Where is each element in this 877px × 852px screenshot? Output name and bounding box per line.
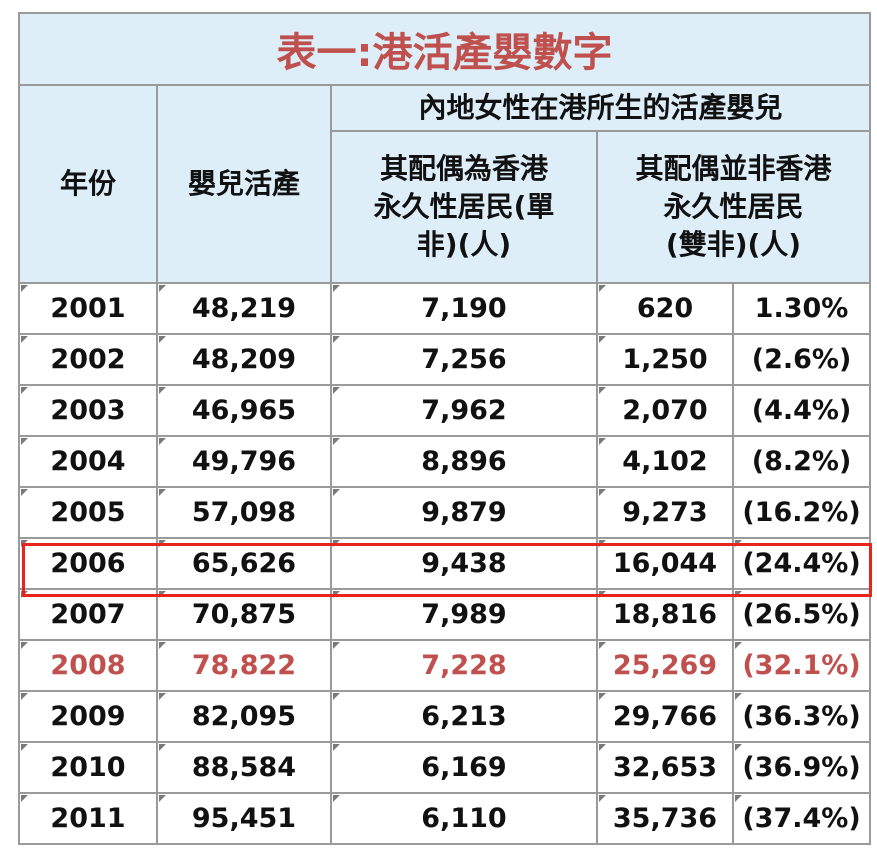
table-row: 2009 82,095 6,213 29,766 (36.3%) xyxy=(18,690,872,743)
births-table-container: 表一:港活產嬰數字 年份 嬰兒活產 內地女性在港所生的活產嬰兒 其配偶為香港 永… xyxy=(17,12,872,847)
header-births: 嬰兒活產 xyxy=(156,84,332,284)
cell-type1: 7,228 xyxy=(330,639,598,692)
cell-year: 2003 xyxy=(18,384,158,437)
header-type1-line3: 非)(人) xyxy=(416,228,512,261)
cell-year: 2011 xyxy=(18,792,158,845)
cell-type1: 6,213 xyxy=(330,690,598,743)
cell-pct: (32.1%) xyxy=(731,639,872,692)
header-mainland-group-label: 內地女性在港所生的活產嬰兒 xyxy=(418,91,783,124)
table-row: 2002 48,209 7,256 1,250 (2.6%) xyxy=(18,333,872,386)
cell-year: 2001 xyxy=(18,282,158,335)
header-year: 年份 xyxy=(18,84,158,284)
cell-pct: (24.4%) xyxy=(731,537,872,590)
cell-type2: 620 xyxy=(596,282,734,335)
cell-births: 49,796 xyxy=(156,435,332,488)
cell-type2: 1,250 xyxy=(596,333,734,386)
cell-year: 2006 xyxy=(18,537,158,590)
table-row: 2006 65,626 9,438 16,044 (24.4%) xyxy=(18,537,872,590)
table-title: 表一:港活產嬰數字 xyxy=(17,12,872,86)
cell-pct: (37.4%) xyxy=(731,792,872,845)
cell-type1: 6,169 xyxy=(330,741,598,794)
table-row: 2004 49,796 8,896 4,102 (8.2%) xyxy=(18,435,872,488)
header-type1-line2: 永久性居民(單 xyxy=(373,190,555,223)
header-type2-line2: 永久性居民 xyxy=(663,190,804,223)
cell-births: 82,095 xyxy=(156,690,332,743)
cell-type2: 25,269 xyxy=(596,639,734,692)
cell-type2: 2,070 xyxy=(596,384,734,437)
cell-pct: (2.6%) xyxy=(731,333,872,386)
cell-births: 57,098 xyxy=(156,486,332,539)
header-type1-line1: 其配偶為香港 xyxy=(379,152,548,185)
cell-pct: (26.5%) xyxy=(731,588,872,641)
header-type2-line1: 其配偶並非香港 xyxy=(635,152,832,185)
cell-births: 65,626 xyxy=(156,537,332,590)
header-mainland-group: 內地女性在港所生的活產嬰兒 xyxy=(329,84,872,132)
header-type2-line3: (雙非)(人) xyxy=(665,228,802,261)
table-row: 2011 95,451 6,110 35,736 (37.4%) xyxy=(18,792,872,845)
cell-year: 2002 xyxy=(18,333,158,386)
table-row: 2003 46,965 7,962 2,070 (4.4%) xyxy=(18,384,872,437)
cell-year: 2008 xyxy=(18,639,158,692)
cell-year: 2005 xyxy=(18,486,158,539)
cell-type2: 32,653 xyxy=(596,741,734,794)
cell-pct: (8.2%) xyxy=(731,435,872,488)
cell-type1: 6,110 xyxy=(330,792,598,845)
cell-type1: 7,962 xyxy=(330,384,598,437)
cell-year: 2009 xyxy=(18,690,158,743)
cell-births: 48,209 xyxy=(156,333,332,386)
header-type1: 其配偶為香港 永久性居民(單 非)(人) xyxy=(330,130,598,284)
cell-pct: (16.2%) xyxy=(731,486,872,539)
cell-pct: (4.4%) xyxy=(731,384,872,437)
table-row: 2001 48,219 7,190 620 1.30% xyxy=(18,282,872,335)
cell-births: 78,822 xyxy=(156,639,332,692)
cell-births: 48,219 xyxy=(156,282,332,335)
cell-type1: 8,896 xyxy=(330,435,598,488)
cell-births: 46,965 xyxy=(156,384,332,437)
table-row: 2007 70,875 7,989 18,816 (26.5%) xyxy=(18,588,872,641)
cell-type2: 35,736 xyxy=(596,792,734,845)
cell-type2: 16,044 xyxy=(596,537,734,590)
header-births-label: 嬰兒活產 xyxy=(187,167,300,200)
cell-births: 70,875 xyxy=(156,588,332,641)
table-row: 2005 57,098 9,879 9,273 (16.2%) xyxy=(18,486,872,539)
cell-year: 2007 xyxy=(18,588,158,641)
cell-pct: 1.30% xyxy=(731,282,872,335)
cell-pct: (36.3%) xyxy=(731,690,872,743)
cell-type1: 9,879 xyxy=(330,486,598,539)
cell-type2: 29,766 xyxy=(596,690,734,743)
cell-type1: 7,989 xyxy=(330,588,598,641)
table-row: 2008 78,822 7,228 25,269 (32.1%) xyxy=(18,639,872,692)
cell-year: 2010 xyxy=(18,741,158,794)
births-table: 表一:港活產嬰數字 年份 嬰兒活產 內地女性在港所生的活產嬰兒 其配偶為香港 永… xyxy=(17,12,872,845)
cell-births: 95,451 xyxy=(156,792,332,845)
header-year-label: 年份 xyxy=(59,167,116,200)
table-row: 2010 88,584 6,169 32,653 (36.9%) xyxy=(18,741,872,794)
header-type2: 其配偶並非香港 永久性居民 (雙非)(人) xyxy=(595,130,872,284)
table-title-text: 表一:港活產嬰數字 xyxy=(276,30,613,76)
cell-pct: (36.9%) xyxy=(731,741,872,794)
cell-type1: 7,256 xyxy=(330,333,598,386)
cell-type1: 9,438 xyxy=(330,537,598,590)
cell-type2: 4,102 xyxy=(596,435,734,488)
cell-type2: 9,273 xyxy=(596,486,734,539)
cell-year: 2004 xyxy=(18,435,158,488)
cell-type1: 7,190 xyxy=(330,282,598,335)
cell-births: 88,584 xyxy=(156,741,332,794)
cell-type2: 18,816 xyxy=(596,588,734,641)
